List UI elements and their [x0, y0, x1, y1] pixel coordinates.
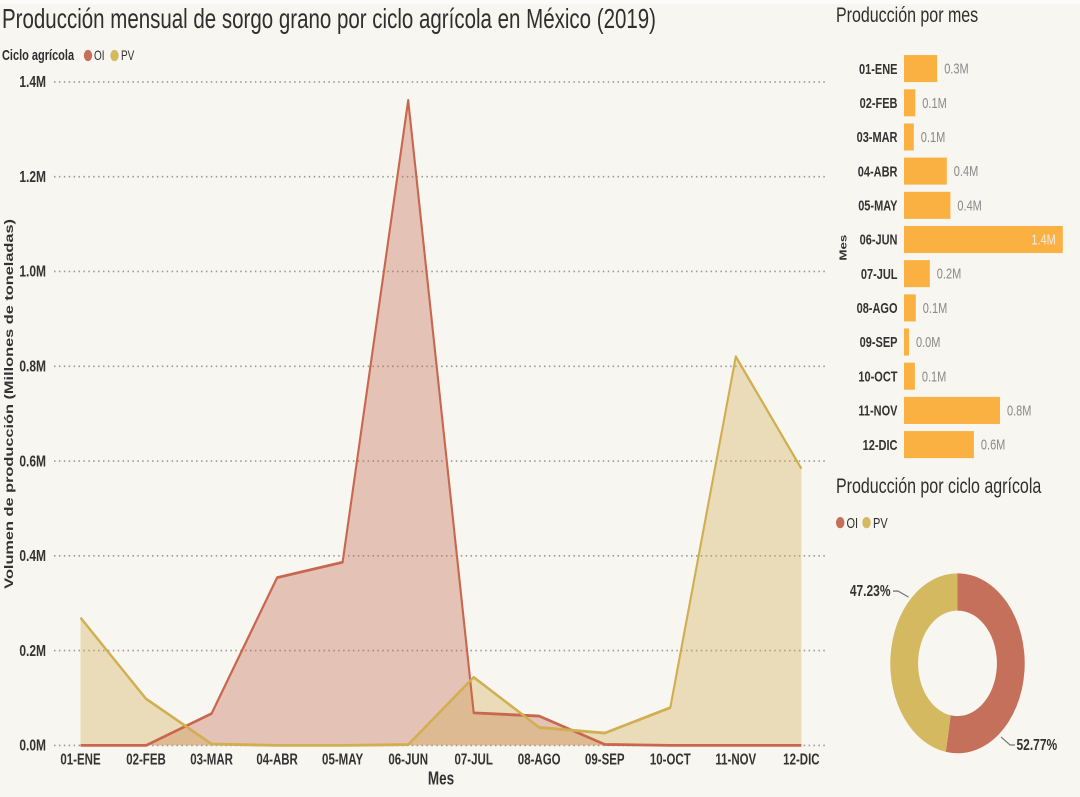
svg-text:08-AGO: 08-AGO: [857, 300, 898, 317]
svg-text:Ciclo agrícola: Ciclo agrícola: [2, 47, 75, 64]
svg-text:0.4M: 0.4M: [19, 547, 46, 565]
svg-text:01-ENE: 01-ENE: [60, 751, 100, 768]
svg-text:1.4M: 1.4M: [1031, 231, 1055, 248]
svg-text:0.1M: 0.1M: [923, 299, 947, 316]
svg-text:05-MAY: 05-MAY: [322, 751, 363, 768]
svg-text:0.1M: 0.1M: [922, 368, 946, 385]
svg-text:PV: PV: [873, 514, 888, 531]
svg-text:03-MAR: 03-MAR: [857, 129, 898, 146]
svg-text:0.3M: 0.3M: [944, 60, 968, 77]
svg-text:06-JUN: 06-JUN: [388, 751, 428, 768]
svg-text:11-NOV: 11-NOV: [858, 402, 897, 419]
svg-text:0.2M: 0.2M: [19, 642, 46, 660]
svg-text:PV: PV: [121, 48, 134, 64]
svg-text:1.0M: 1.0M: [19, 263, 46, 281]
svg-text:0.1M: 0.1M: [922, 94, 946, 111]
svg-text:Mes: Mes: [428, 770, 454, 789]
svg-text:47.23%: 47.23%: [850, 583, 891, 601]
svg-text:10-OCT: 10-OCT: [650, 751, 691, 768]
svg-text:Producción mensual de sorgo gr: Producción mensual de sorgo grano por ci…: [2, 4, 656, 35]
svg-text:08-AGO: 08-AGO: [518, 751, 561, 768]
svg-text:0.4M: 0.4M: [957, 197, 981, 214]
svg-text:Producción por ciclo agrícola: Producción por ciclo agrícola: [836, 475, 1042, 499]
svg-text:0.8M: 0.8M: [19, 358, 46, 376]
svg-text:1.2M: 1.2M: [19, 168, 46, 186]
svg-text:09-SEP: 09-SEP: [860, 334, 898, 351]
svg-text:01-ENE: 01-ENE: [859, 60, 898, 77]
svg-text:0.0M: 0.0M: [916, 334, 940, 351]
svg-text:04-ABR: 04-ABR: [256, 751, 298, 768]
svg-text:0.6M: 0.6M: [981, 436, 1005, 453]
svg-text:12-DIC: 12-DIC: [863, 436, 898, 453]
svg-text:11-NOV: 11-NOV: [715, 751, 756, 768]
svg-text:OI: OI: [847, 514, 859, 531]
svg-text:02-FEB: 02-FEB: [860, 94, 898, 111]
svg-text:10-OCT: 10-OCT: [858, 368, 897, 385]
svg-text:0.2M: 0.2M: [937, 265, 961, 282]
svg-text:Mes: Mes: [837, 234, 849, 260]
svg-text:0.1M: 0.1M: [921, 128, 945, 145]
svg-text:04-ABR: 04-ABR: [858, 163, 898, 180]
svg-text:0.0M: 0.0M: [19, 737, 46, 755]
svg-text:Volumen de producción (Millone: Volumen de producción (Millones de tonel…: [3, 219, 17, 589]
svg-text:0.8M: 0.8M: [1007, 402, 1031, 419]
svg-text:02-FEB: 02-FEB: [126, 751, 166, 768]
svg-text:07-JUL: 07-JUL: [861, 265, 898, 282]
svg-text:12-DIC: 12-DIC: [783, 751, 820, 768]
svg-text:Producción por mes: Producción por mes: [836, 4, 978, 28]
svg-text:0.4M: 0.4M: [954, 163, 978, 180]
svg-text:52.77%: 52.77%: [1016, 736, 1057, 754]
svg-text:1.4M: 1.4M: [19, 74, 46, 92]
svg-text:06-JUN: 06-JUN: [860, 231, 898, 248]
svg-text:03-MAR: 03-MAR: [190, 751, 233, 768]
svg-text:OI: OI: [94, 48, 105, 64]
svg-text:0.6M: 0.6M: [19, 453, 46, 471]
svg-text:05-MAY: 05-MAY: [858, 197, 898, 214]
svg-text:07-JUL: 07-JUL: [455, 751, 493, 768]
svg-text:09-SEP: 09-SEP: [585, 751, 625, 768]
